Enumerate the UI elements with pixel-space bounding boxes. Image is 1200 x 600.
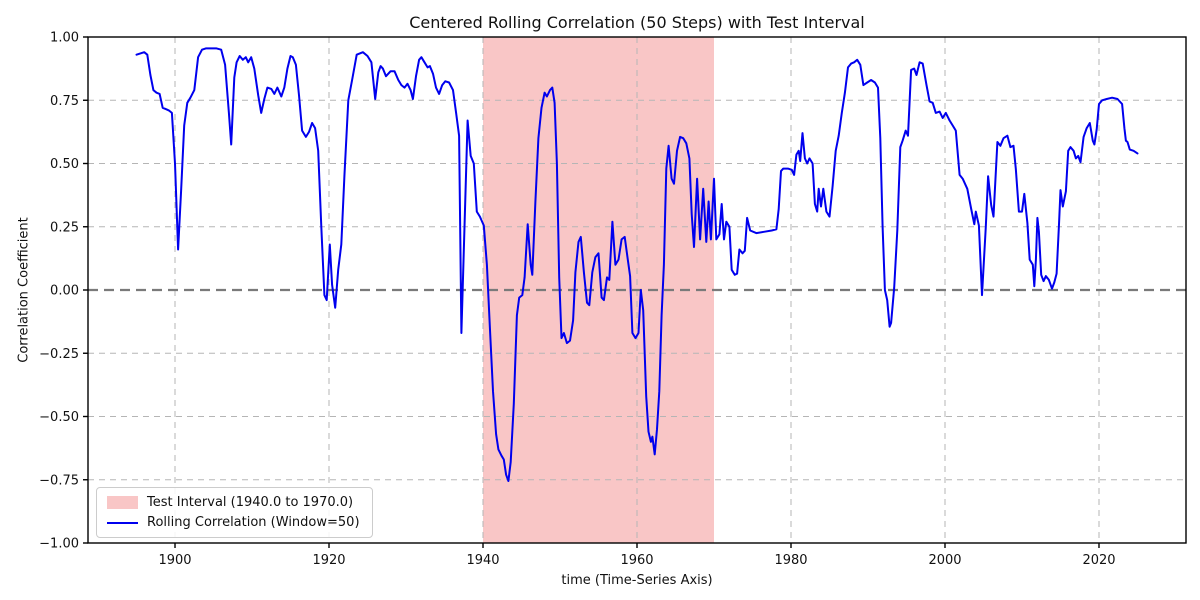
legend-label-rolling-correlation: Rolling Correlation (Window=50) <box>147 515 360 530</box>
test-interval-band <box>483 37 714 543</box>
legend-item-rolling-correlation: Rolling Correlation (Window=50) <box>107 515 360 530</box>
chart-title: Centered Rolling Correlation (50 Steps) … <box>409 13 865 32</box>
legend-item-test-interval: Test Interval (1940.0 to 1970.0) <box>107 495 360 510</box>
y-tick-label: 0.25 <box>50 220 79 235</box>
y-tick-label: 0.50 <box>50 157 79 172</box>
legend-label-test-interval: Test Interval (1940.0 to 1970.0) <box>147 495 354 510</box>
test-interval-swatch <box>107 496 138 509</box>
x-tick-label: 1900 <box>158 553 191 568</box>
x-tick-label: 1920 <box>312 553 345 568</box>
y-tick-label: −0.25 <box>39 347 79 362</box>
y-tick-label: 0.75 <box>50 94 79 109</box>
x-tick-label: 1940 <box>466 553 499 568</box>
rolling-correlation-swatch <box>107 521 138 524</box>
y-tick-label: 1.00 <box>50 31 79 46</box>
y-tick-label: −0.50 <box>39 410 79 425</box>
y-tick-label: −1.00 <box>39 537 79 552</box>
x-tick-label: 1960 <box>620 553 653 568</box>
y-axis-label: Correlation Coefficient <box>16 217 32 363</box>
x-tick-label: 2020 <box>1082 553 1115 568</box>
x-axis-label: time (Time-Series Axis) <box>561 573 713 588</box>
y-tick-label: −0.75 <box>39 473 79 488</box>
rolling-correlation-line <box>135 47 1139 482</box>
tick-labels: 1900 1920 1940 1960 1980 2000 2020 1.00 0.75 0.50… <box>39 31 1115 569</box>
x-tick-label: 1980 <box>774 553 807 568</box>
y-tick-label: 0.00 <box>50 284 79 299</box>
legend: Test Interval (1940.0 to 1970.0) Rolling… <box>96 487 373 538</box>
tick-marks <box>83 36 1100 548</box>
x-tick-label: 2000 <box>928 553 961 568</box>
